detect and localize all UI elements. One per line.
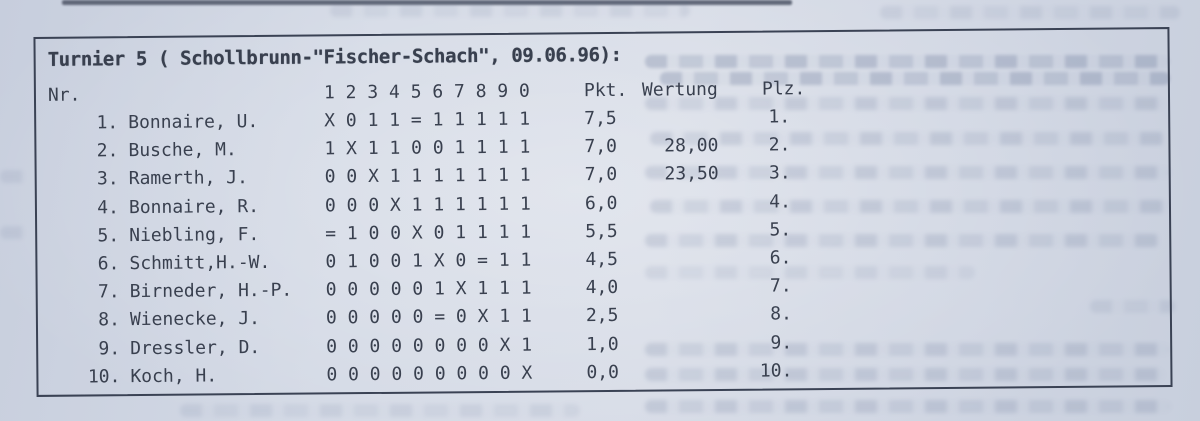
player-name: Niebling, F. — [129, 223, 260, 246]
player-name: Koch, H. — [130, 365, 218, 387]
player-points: 2,5 — [585, 305, 619, 327]
player-nr: 3. — [96, 168, 119, 190]
tournament-table-box: Turnier 5 ( Schollbrunn-"Fischer-Schach"… — [33, 27, 1173, 397]
player-place: 8. — [770, 303, 792, 325]
player-name: Busche, M. — [128, 139, 237, 162]
player-place: 9. — [770, 331, 793, 354]
player-results: = 1 0 0 X 0 1 1 1 1 — [325, 221, 532, 245]
player-nr: 10. — [87, 365, 121, 388]
player-points: 4,0 — [585, 276, 619, 299]
player-results: 0 0 X 1 1 1 1 1 1 1 — [324, 165, 531, 188]
player-name: Bonnaire, U. — [128, 111, 259, 134]
page-edge-shadow — [62, 0, 792, 5]
player-place: 7. — [769, 275, 792, 297]
player-results: 0 0 0 X 1 1 1 1 1 1 — [324, 193, 531, 216]
player-place: 1. — [768, 106, 791, 128]
player-points: 1,0 — [586, 333, 619, 355]
player-place: 5. — [769, 219, 792, 241]
header-plz: Plz. — [761, 78, 806, 100]
player-name: Birneder, H.-P. — [129, 279, 293, 303]
player-points: 0,0 — [586, 361, 620, 383]
player-place: 10. — [759, 360, 793, 382]
player-points: 5,5 — [585, 220, 618, 242]
player-points: 4,5 — [585, 248, 619, 271]
tournament-title: Turnier 5 ( Schollbrunn-"Fischer-Schach"… — [47, 43, 622, 71]
player-place: 3. — [768, 162, 791, 184]
player-results: X 0 1 1 = 1 1 1 1 1 — [324, 108, 531, 132]
player-name: Ramerth, J. — [128, 167, 248, 190]
table-body: 1. Bonnaire, U. X 0 1 1 = 1 1 1 1 1 7,5 … — [36, 103, 1170, 395]
player-results: 1 X 1 1 0 0 1 1 1 1 — [324, 136, 531, 160]
player-nr: 1. — [96, 112, 119, 134]
player-results: 0 0 0 0 0 1 X 1 1 1 — [325, 277, 532, 301]
player-nr: 4. — [97, 196, 120, 218]
player-place: 4. — [769, 190, 792, 213]
header-nr: Nr. — [47, 84, 81, 106]
player-nr: 6. — [97, 253, 120, 275]
player-place: 2. — [768, 134, 791, 156]
player-name: Dressler, D. — [130, 336, 261, 359]
player-points: 7,0 — [584, 136, 618, 158]
player-nr: 2. — [96, 140, 119, 162]
player-nr: 8. — [98, 309, 121, 331]
player-results: 0 0 0 0 0 0 0 0 0 X — [326, 362, 533, 386]
player-name: Bonnaire, R. — [128, 195, 260, 218]
player-points: 6,0 — [584, 192, 618, 214]
player-nr: 7. — [97, 281, 120, 303]
player-nr: 5. — [97, 224, 120, 247]
header-rounds: 1 2 3 4 5 6 7 8 9 0 — [323, 80, 530, 104]
player-nr: 9. — [98, 337, 121, 359]
player-results: 0 1 0 0 1 X 0 = 1 1 — [325, 249, 532, 273]
player-name: Wienecke, J. — [129, 308, 261, 331]
player-results: 0 0 0 0 0 = 0 X 1 1 — [325, 305, 532, 329]
player-place: 6. — [769, 247, 792, 269]
header-wertung: Wertung — [641, 78, 718, 101]
header-pkt: Pkt. — [583, 79, 628, 102]
player-results: 0 0 0 0 0 0 0 0 X 1 — [326, 334, 533, 357]
player-points: 7,5 — [584, 107, 617, 130]
player-points: 7,0 — [584, 164, 618, 186]
player-name: Schmitt,H.-W. — [129, 251, 271, 275]
